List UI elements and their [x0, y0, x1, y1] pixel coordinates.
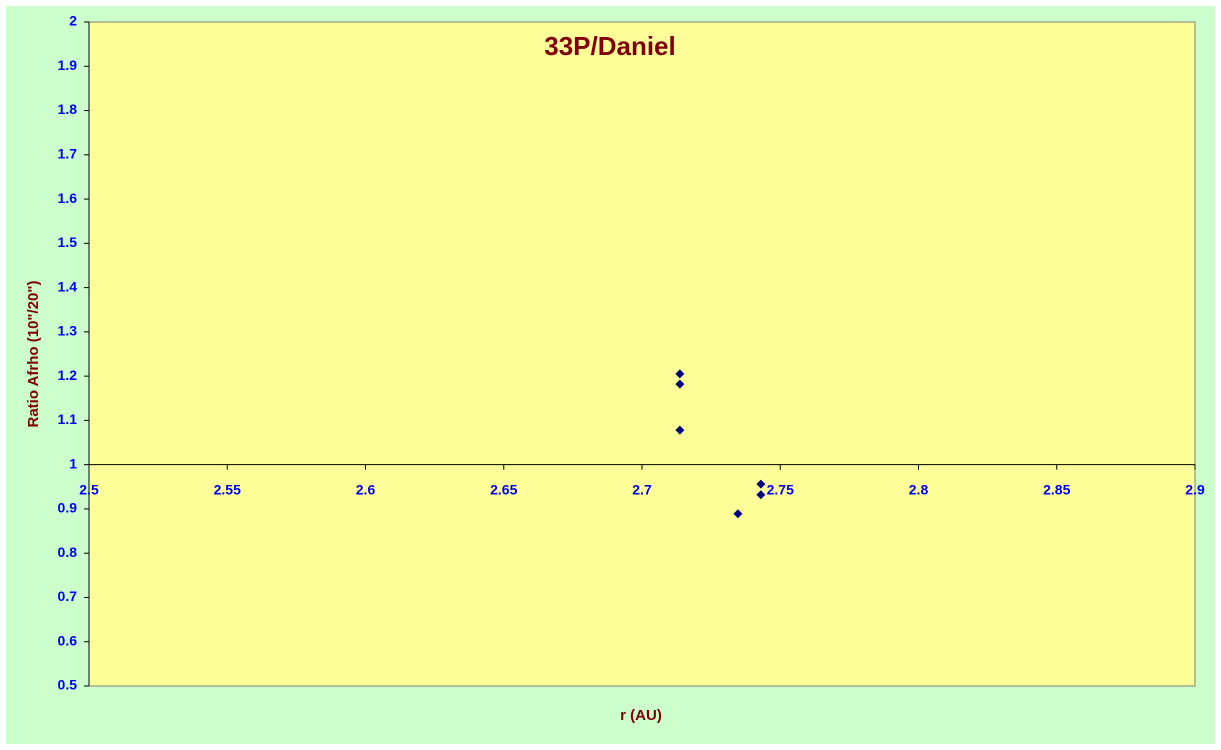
- y-tick-label: 2: [69, 13, 77, 29]
- y-tick-label: 1.8: [58, 101, 78, 117]
- x-tick-label: 2.6: [356, 481, 376, 497]
- y-tick-label: 1.7: [58, 146, 78, 162]
- chart-title: 33P/Daniel: [544, 31, 676, 61]
- y-tick-label: 0.5: [58, 677, 78, 693]
- y-tick-label: 1.9: [58, 57, 78, 73]
- data-point: [733, 509, 743, 519]
- y-tick-label: 1.3: [58, 323, 78, 339]
- plot-area: [88, 21, 1196, 687]
- y-axis-title: Ratio Afrho (10"/20"): [25, 280, 42, 427]
- y-tick-label: 1.1: [58, 411, 78, 427]
- data-point: [756, 490, 766, 500]
- x-tick-label: 2.55: [214, 481, 241, 497]
- data-point: [675, 425, 685, 435]
- x-axis-title: r (AU): [620, 707, 662, 724]
- x-tick-label: 2.7: [632, 481, 652, 497]
- data-point: [756, 479, 766, 489]
- y-tick-label: 0.6: [58, 632, 78, 648]
- y-tick-label: 1: [69, 455, 77, 471]
- x-tick-label: 2.5: [79, 481, 99, 497]
- y-tick-label: 0.9: [58, 500, 78, 516]
- data-point: [675, 369, 685, 379]
- y-tick-label: 1.5: [58, 234, 78, 250]
- data-point: [675, 379, 685, 389]
- x-tick-label: 2.85: [1043, 481, 1070, 497]
- y-tick-label: 1.2: [58, 367, 78, 383]
- y-tick-label: 0.8: [58, 544, 78, 560]
- y-tick-label: 1.4: [58, 278, 78, 294]
- x-tick-label: 2.65: [490, 481, 517, 497]
- y-tick-label: 1.6: [58, 190, 78, 206]
- x-tick-label: 2.75: [767, 481, 794, 497]
- x-tick-label: 2.8: [909, 481, 929, 497]
- x-tick-label: 2.9: [1185, 481, 1205, 497]
- y-tick-label: 0.7: [58, 588, 78, 604]
